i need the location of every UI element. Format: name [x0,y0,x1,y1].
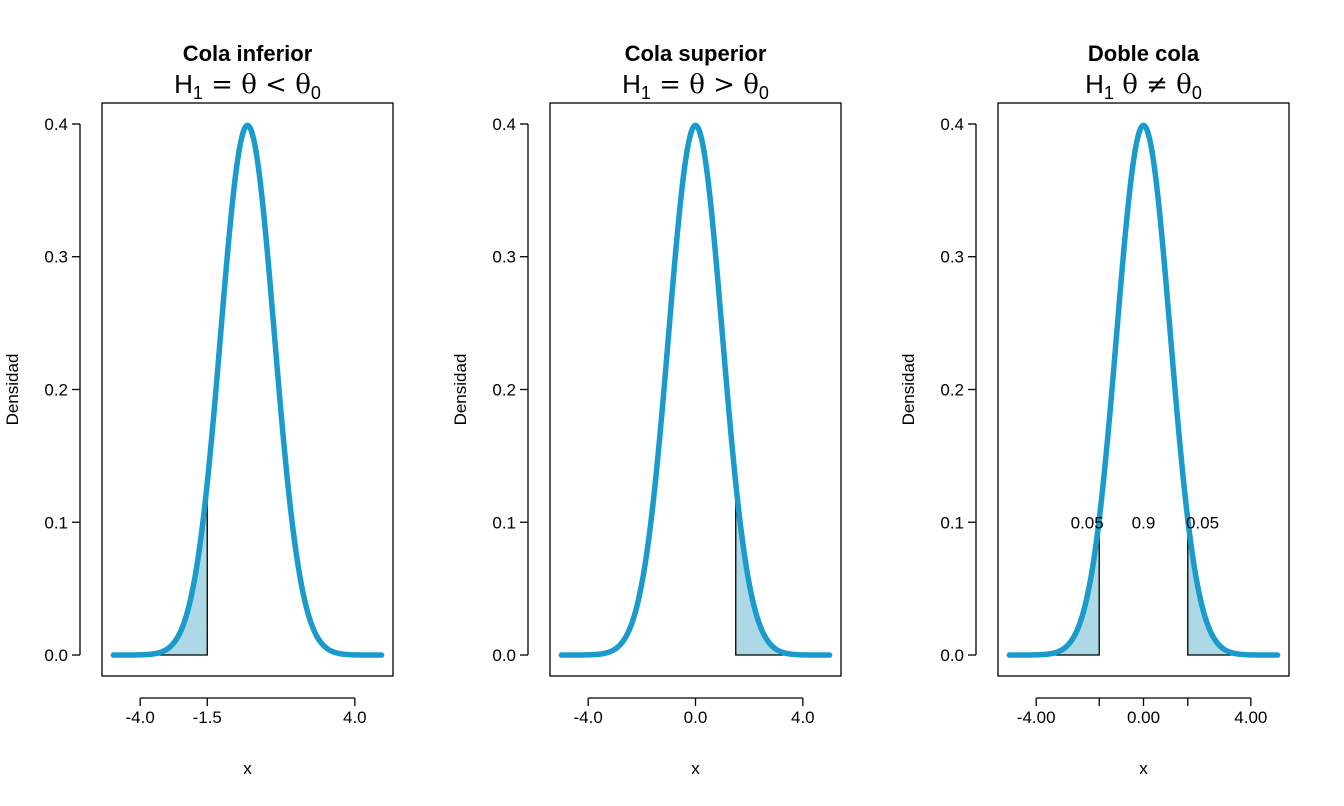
shaded-tail-region [112,483,208,656]
x-tick-label: -4.0 [574,708,603,727]
chart-subtitle: H1 θ ≠ θ0 [1085,69,1202,103]
x-axis-label: x [691,759,700,778]
y-axis-label: Densidad [451,354,470,426]
density-curve [558,122,833,658]
y-tick-label: 0.0 [940,646,964,665]
y-tick-label: 0.0 [44,646,68,665]
panel-2: 0.0 0.1 0.2 0.3 0.4 -4.0 0.0 4.0 x Densidad Cola s… [451,41,842,778]
y-tick-label: 0.2 [492,381,516,400]
x-tick-label: 4.0 [343,708,367,727]
y-tick-label: 0.2 [44,381,68,400]
y-tick-label: 0.1 [940,513,964,532]
x-tick-label: -1.5 [193,708,222,727]
chart-subtitle: H1 = θ > θ0 [622,69,769,103]
density-curve [1006,122,1281,658]
plot-frame [997,102,1290,677]
chart-title: Cola superior [625,41,767,66]
x-tick-label: -4.0 [126,708,155,727]
y-tick-label: 0.3 [940,248,964,267]
panel-1: 0.0 0.1 0.2 0.3 0.4 -4.0 -1.5 4.0 x Densidad Cola … [3,41,394,778]
chart-title: Doble cola [1088,41,1200,66]
shaded-tail-region [735,483,831,656]
x-tick-label: 4.0 [791,708,815,727]
x-tick-label: -4.00 [1017,708,1056,727]
y-tick-label: 0.0 [492,646,516,665]
y-axis-label: Densidad [899,354,918,426]
y-axis-label: Densidad [3,354,22,426]
y-tick-label: 0.1 [44,513,68,532]
x-tick-label: 0.0 [684,708,708,727]
x-axis-label: x [243,759,252,778]
plot-frame [549,102,842,677]
x-axis-label: x [1139,759,1148,778]
x-tick-label: 4.00 [1234,708,1267,727]
density-curve [110,122,385,658]
x-tick-label: 0.00 [1127,708,1160,727]
shaded-tail-region [1187,519,1279,656]
chart-title: Cola inferior [183,41,313,66]
y-tick-label: 0.3 [492,248,516,267]
y-tick-label: 0.4 [492,115,516,134]
y-tick-label: 0.3 [44,248,68,267]
region-probability-label: 0.05 [1186,513,1219,532]
y-tick-label: 0.2 [940,381,964,400]
shaded-tail-region [1008,519,1100,656]
region-probability-label: 0.05 [1071,513,1104,532]
region-probability-label: 0.9 [1132,513,1156,532]
plot-frame [101,102,394,677]
y-tick-label: 0.1 [492,513,516,532]
y-tick-label: 0.4 [940,115,964,134]
y-tick-label: 0.4 [44,115,68,134]
chart-subtitle: H1 = θ < θ0 [174,69,321,103]
panel-3: 0.0 0.1 0.2 0.3 0.4 -4.00 0.00 4.00 x Densidad Dob… [899,41,1290,778]
